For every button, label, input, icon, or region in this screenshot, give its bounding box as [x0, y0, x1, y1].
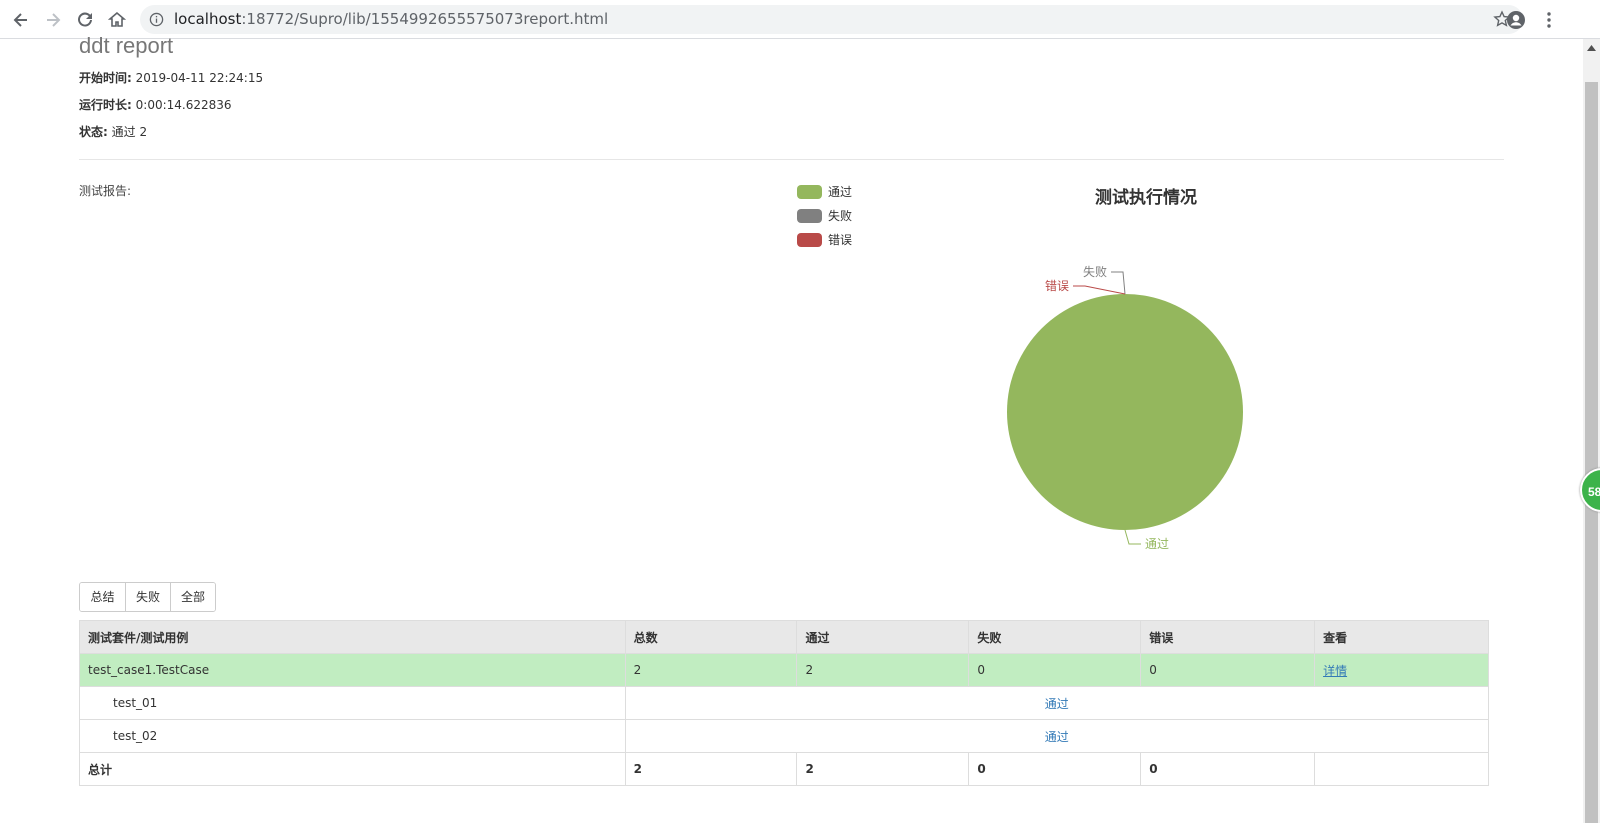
case-result-cell: 通过 [624, 719, 1490, 753]
pie-slice-0[interactable] [1007, 294, 1243, 530]
chart-title: 测试执行情况 [1095, 188, 1197, 208]
pie-label-line-2 [1073, 285, 1126, 295]
divider [79, 159, 1504, 160]
legend-swatch-pass [797, 184, 822, 199]
total-pass: 2 [796, 752, 970, 786]
case-result-link[interactable]: 通过 [1044, 696, 1069, 711]
total-empty [1314, 752, 1489, 786]
suite-fail: 0 [968, 653, 1142, 687]
bookmark-star-icon[interactable] [1493, 10, 1511, 32]
scrollbar-thumb[interactable] [1585, 82, 1598, 823]
duration: 运行时长: 0:00:14.622836 [79, 98, 232, 112]
legend-item-fail[interactable]: 失败 [797, 208, 852, 223]
status: 状态: 通过 2 [79, 125, 148, 139]
address-bar[interactable]: localhost:18772/Supro/lib/15549926555750… [140, 5, 1523, 34]
header-fail: 失败 [968, 620, 1142, 654]
header-total: 总数 [624, 620, 798, 654]
total-count: 2 [624, 752, 798, 786]
header-pass: 通过 [796, 620, 970, 654]
header-suite-case: 测试套件/测试用例 [79, 620, 626, 654]
legend-swatch-error [797, 232, 822, 247]
suite-name: test_case1.TestCase [79, 653, 626, 687]
pie-label-0: 通过 [1145, 537, 1169, 551]
account-icon[interactable] [1504, 8, 1528, 32]
case-name: test_01 [79, 686, 626, 720]
summary-button[interactable]: 总结 [80, 583, 125, 611]
table-row-case: test_01 通过 [79, 686, 1490, 720]
table-row-case: test_02 通过 [79, 719, 1490, 753]
report-title: ddt report [79, 33, 174, 58]
legend-item-pass[interactable]: 通过 [797, 184, 852, 199]
header-error: 错误 [1140, 620, 1316, 654]
pie-label-1: 失败 [1083, 264, 1107, 279]
start-time: 开始时间: 2019-04-11 22:24:15 [79, 71, 264, 85]
floating-badge[interactable]: 58 [1580, 468, 1600, 512]
legend-item-error[interactable]: 错误 [797, 232, 852, 247]
menu-kebab-icon[interactable] [1537, 8, 1561, 32]
suite-detail-cell: 详情 [1314, 653, 1489, 687]
url-text[interactable]: localhost:18772/Supro/lib/15549926555750… [174, 10, 609, 28]
case-result-cell: 通过 [624, 686, 1490, 720]
detail-link[interactable]: 详情 [1323, 663, 1348, 678]
back-icon[interactable] [9, 8, 33, 32]
all-button[interactable]: 全部 [170, 583, 215, 611]
reload-icon[interactable] [73, 8, 97, 32]
legend-swatch-fail [797, 208, 822, 223]
pie-label-2: 错误 [1045, 279, 1069, 293]
suite-total: 2 [624, 653, 798, 687]
total-label: 总计 [79, 752, 626, 786]
header-view: 查看 [1314, 620, 1489, 654]
filter-button-group: 总结 失败 全部 [79, 582, 216, 612]
pie-label-line-1 [1111, 271, 1126, 295]
home-icon[interactable] [105, 8, 129, 32]
scroll-up-arrow-icon[interactable] [1583, 39, 1600, 56]
total-error: 0 [1140, 752, 1316, 786]
total-fail: 0 [968, 752, 1142, 786]
forward-icon[interactable] [41, 8, 65, 32]
info-icon[interactable] [149, 12, 164, 27]
browser-toolbar: localhost:18772/Supro/lib/15549926555750… [0, 0, 1600, 39]
results-table: 测试套件/测试用例 总数 通过 失败 错误 查看 test_case1.Test… [79, 620, 1490, 786]
report-section-label: 测试报告: [79, 184, 132, 198]
suite-pass: 2 [796, 653, 970, 687]
table-row-suite: test_case1.TestCase 2 2 0 0 详情 [79, 653, 1489, 687]
case-result-link[interactable]: 通过 [1044, 729, 1069, 744]
pie-label-line-0 [1124, 529, 1141, 545]
suite-error: 0 [1140, 653, 1316, 687]
failed-button[interactable]: 失败 [125, 583, 170, 611]
case-name: test_02 [79, 719, 626, 753]
table-row-total: 总计 2 2 0 0 [79, 752, 1489, 786]
table-header-row: 测试套件/测试用例 总数 通过 失败 错误 查看 [79, 620, 1489, 654]
